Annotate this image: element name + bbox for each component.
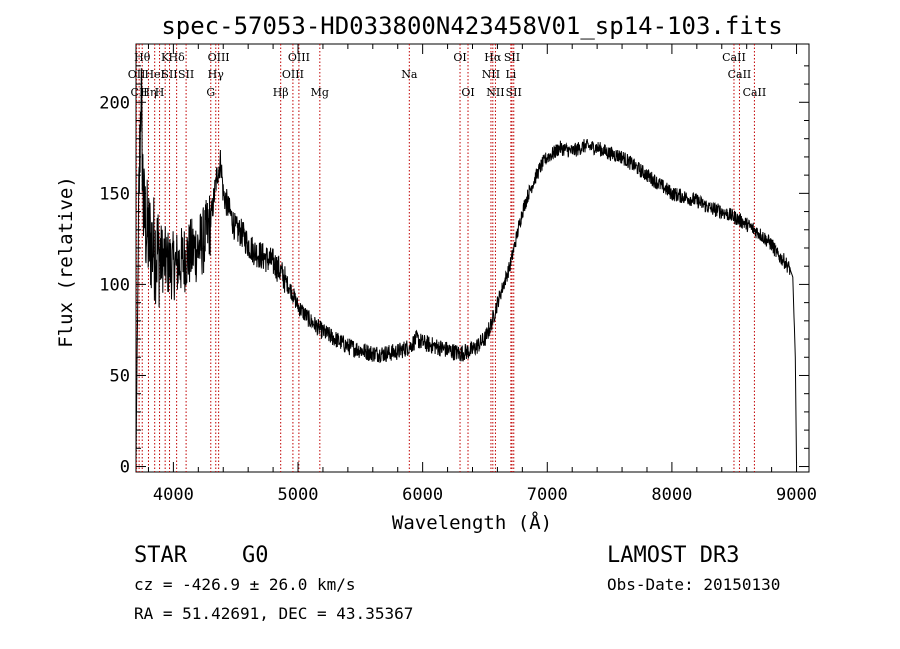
line-label-27: CaII [728,68,752,81]
line-label-28: CaII [743,86,767,99]
line-label-6: K [161,51,170,64]
spectrum-series [135,68,797,463]
x-axis-label: Wavelength (Å) [392,511,552,534]
x-tick-label-3: 7000 [527,485,568,505]
line-label-9: SII [178,68,194,81]
line-label-16: Mg [311,86,329,99]
x-tick-label-0: 4000 [153,485,194,505]
line-label-2: Hθ [134,51,151,64]
line-label-11: Hγ [208,68,225,81]
object-subclass: G0 [242,543,269,568]
line-label-4: HeI [144,68,164,81]
radial-velocity: cz = -426.9 ± 26.0 km/s [134,575,356,594]
plot-frame [135,43,810,473]
observation-date: Obs-Date: 20150130 [607,575,780,594]
y-tick-label-0: 0 [120,458,130,478]
line-label-21: Hα [484,51,502,64]
line-label-0: OII [128,68,146,81]
y-tick-label-1: 50 [110,366,130,386]
y-tick-label-3: 150 [99,184,130,204]
object-class: STAR [134,543,188,568]
y-tick-label-4: 200 [99,93,130,113]
survey-name: LAMOST DR3 [607,543,739,568]
y-tick-label-2: 100 [99,275,130,295]
line-label-24: SII [504,51,520,64]
chart-title: spec-57053-HD033800N423458V01_sp14-103.f… [161,12,782,40]
line-label-10: G [206,86,215,99]
sky-coordinates: RA = 51.42691, DEC = 43.35367 [134,604,413,623]
spectrum-line [135,68,797,463]
line-label-7: SII [161,68,177,81]
line-label-25: SII [506,86,522,99]
line-label-17: Na [401,68,418,81]
line-label-22: NII [486,86,504,99]
spectral-line-markers [136,44,755,472]
x-axis-ticks: 4000 5000 6000 7000 8000 9000 [147,44,817,505]
line-label-13: Hβ [273,86,289,99]
line-label-20: NII [482,68,500,81]
x-tick-label-4: 8000 [651,485,692,505]
line-label-8: Hδ [169,51,186,64]
x-tick-label-5: 9000 [776,485,817,505]
y-axis-label: Flux (relative) [55,176,77,348]
line-label-23: Li [505,68,516,81]
line-label-19: OI [461,86,474,99]
line-label-3: Hη [140,86,156,99]
spectral-line-labels: OII CII Hθ Hη HeI H K SII Hδ SII G Hγ OIII Hβ OIII OIII… [128,51,766,99]
line-label-26: CaII [722,51,746,64]
y-axis-ticks: 0 50 100 150 200 [99,65,809,478]
x-tick-label-2: 6000 [402,485,443,505]
line-label-18: OI [453,51,466,64]
line-label-5: H [155,86,165,99]
x-tick-label-1: 5000 [278,485,319,505]
line-label-12: OIII [208,51,230,64]
line-label-15: OIII [288,51,310,64]
line-label-1: CII [131,86,148,99]
line-label-14: OIII [282,68,304,81]
